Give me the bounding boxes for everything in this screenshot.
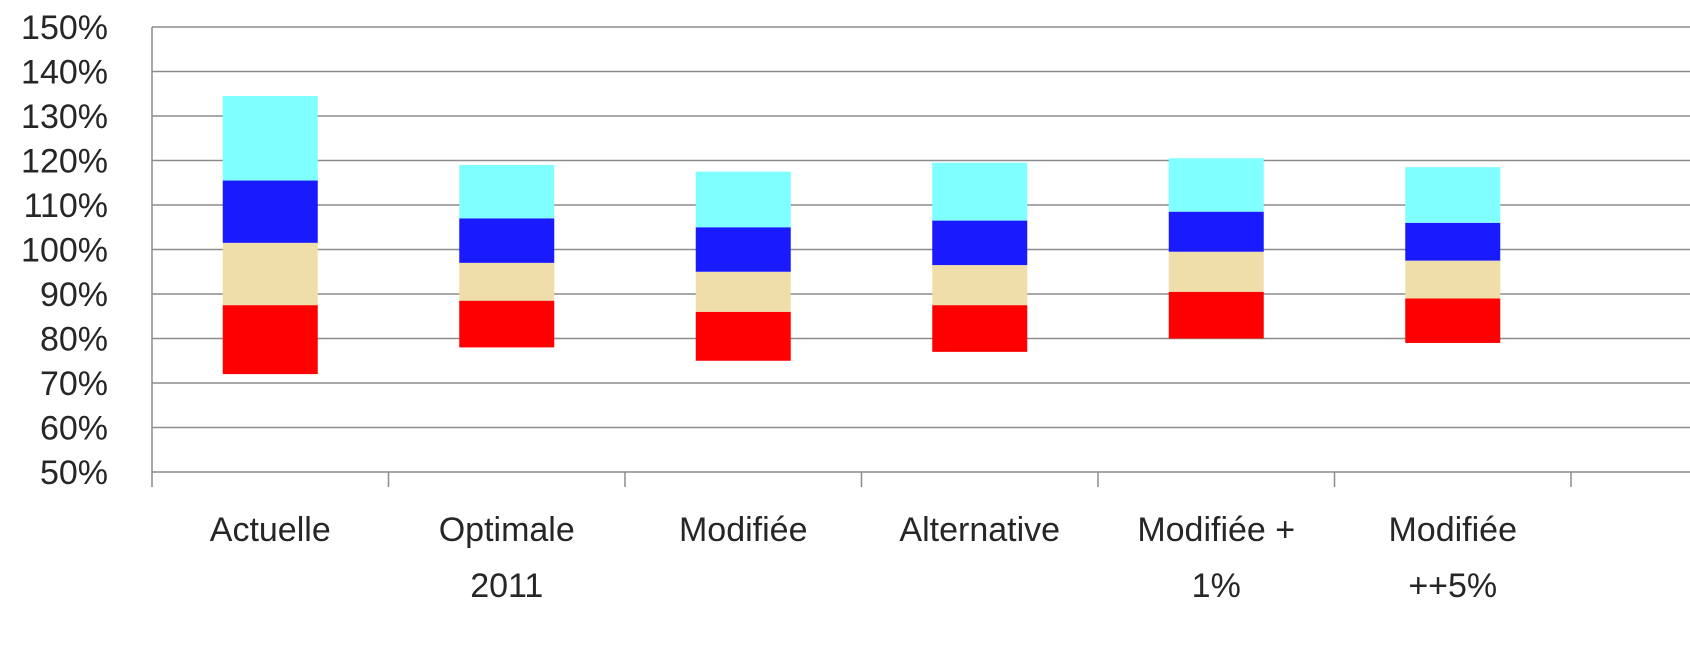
y-tick-label: 60%	[40, 410, 108, 448]
bar-segment	[1168, 251, 1264, 292]
x-category-label-line: Actuelle	[210, 511, 331, 549]
x-category-label-line: Modifiée	[679, 511, 808, 549]
x-category-label: Actuelle	[210, 511, 331, 549]
y-axis-tick-labels: 50% 60% 70% 80% 90% 100% 110% 120% 130% 140% 150%	[21, 9, 108, 492]
bar-segment	[695, 227, 791, 272]
x-axis-category-labels: Actuelle Optimale 2011 Modifiée Alternative M…	[210, 511, 1517, 605]
bar-segment	[932, 162, 1028, 221]
bar-segment	[1405, 167, 1501, 223]
y-tick-label: 100%	[21, 232, 108, 270]
bar-segment	[222, 242, 318, 306]
bar-segment	[222, 180, 318, 243]
x-category-label-line: 2011	[470, 567, 543, 605]
x-category-label: Modifiée ++5%	[1388, 511, 1517, 605]
gridlines	[152, 26, 1690, 473]
y-tick-label: 70%	[40, 365, 108, 403]
y-tick-label: 110%	[24, 187, 108, 225]
y-tick-label: 90%	[40, 276, 108, 314]
bar-segment	[222, 95, 318, 181]
bar-segment	[1405, 260, 1501, 299]
bar-segment	[459, 262, 555, 301]
bar-segment	[1405, 222, 1501, 261]
bar-segment	[459, 164, 555, 219]
bar-segment	[932, 220, 1028, 266]
x-category-label: Modifiée + 1%	[1137, 511, 1295, 605]
x-category-label: Alternative	[899, 511, 1060, 549]
y-tick-label: 50%	[40, 454, 108, 492]
x-category-label: Modifiée	[679, 511, 808, 549]
bar-segment	[695, 271, 791, 312]
bar-segment	[695, 311, 791, 361]
bar-segment	[932, 265, 1028, 306]
bars	[222, 95, 1501, 375]
bar-segment	[1405, 298, 1501, 343]
y-tick-label: 150%	[21, 9, 108, 47]
x-category-label-line: Alternative	[899, 511, 1060, 549]
x-category-label: Optimale 2011	[439, 511, 575, 605]
bar-segment	[459, 218, 555, 263]
bar-segment	[1168, 158, 1264, 212]
bar-segment	[695, 171, 791, 228]
x-category-label-line: 1%	[1192, 567, 1241, 605]
y-tick-label: 120%	[21, 143, 108, 181]
x-category-label-line: ++5%	[1408, 567, 1497, 605]
bar-segment	[459, 300, 555, 348]
bar-segment	[1168, 211, 1264, 252]
x-category-label-line: Optimale	[439, 511, 575, 549]
x-category-label-line: Modifiée	[1388, 511, 1517, 549]
bar-segment	[932, 305, 1028, 352]
y-tick-label: 80%	[40, 321, 108, 359]
y-tick-label: 140%	[21, 54, 108, 92]
x-category-label-line: Modifiée +	[1137, 511, 1295, 549]
bar-segment	[222, 305, 318, 375]
bar-segment	[1168, 291, 1264, 339]
y-tick-label: 130%	[21, 98, 108, 136]
x-axis	[151, 27, 1572, 487]
